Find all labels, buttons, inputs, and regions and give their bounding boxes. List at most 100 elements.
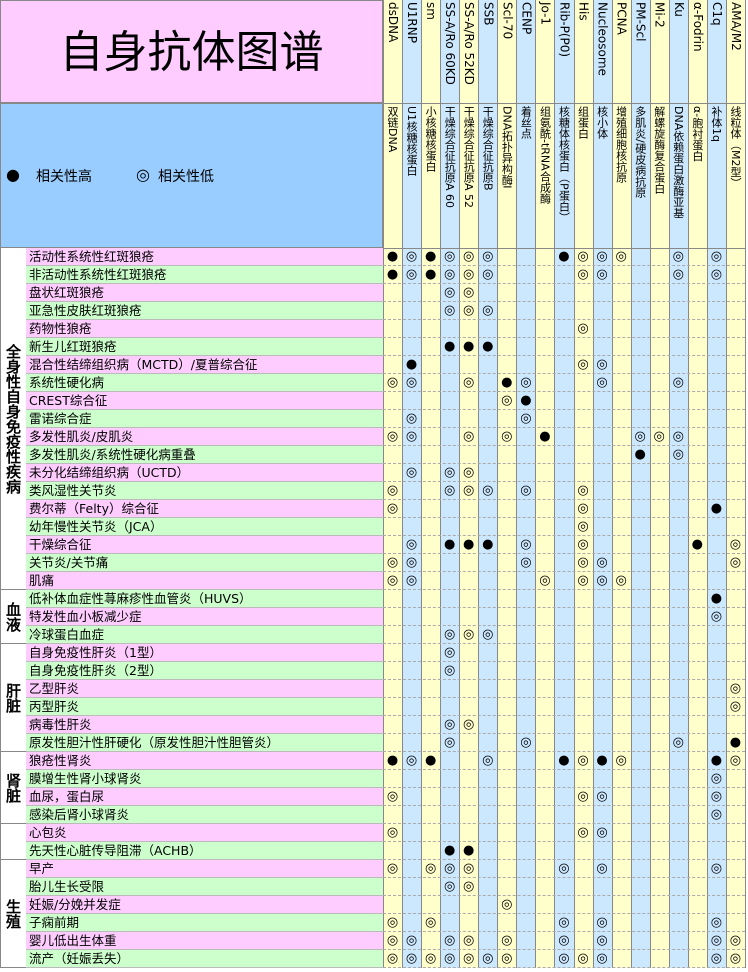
antibody-name: AMA/M2 <box>728 2 743 51</box>
mark: ◎ <box>443 627 456 642</box>
disease-name: 费尔蒂（Felty）综合征 <box>26 500 383 518</box>
antibody-description: 小核糖核蛋白 <box>424 106 438 172</box>
antibody-description: 干燥综合征抗原B <box>481 106 495 191</box>
mark: ◎ <box>482 951 494 966</box>
mark: ◎ <box>729 699 742 714</box>
mark: ◎ <box>501 897 513 912</box>
mark: ◎ <box>710 933 723 948</box>
antibody-description: 组蛋白 <box>576 106 590 139</box>
mark: ◎ <box>501 933 513 948</box>
mark: ◎ <box>386 915 399 930</box>
disease-name: 先天性心脏传导阻滞（ACHB） <box>26 842 383 860</box>
column-bg <box>554 0 574 968</box>
antibody-description: 着丝点 <box>519 106 533 139</box>
row-line <box>383 823 745 824</box>
antibody-name: SS-A/Ro 52KD <box>462 2 477 85</box>
mark: ◎ <box>596 915 608 930</box>
disease-name: 低补体血症性荨麻疹性血管炎（HUVS） <box>26 590 383 608</box>
mark: ◎ <box>463 267 475 282</box>
mark: ◎ <box>386 375 399 390</box>
antibody-description: 多肌炎/硬皮病抗原 <box>633 106 647 198</box>
mark: ◎ <box>729 681 742 696</box>
row-line <box>383 679 745 680</box>
row-line <box>383 337 745 338</box>
column-bg <box>668 0 689 968</box>
mark: ◎ <box>386 429 399 444</box>
mark: ◎ <box>405 555 418 570</box>
mark: ◎ <box>463 375 475 390</box>
header-line <box>383 103 745 104</box>
mark: ◎ <box>596 357 608 372</box>
mark: ● <box>463 339 475 354</box>
mark: ◎ <box>577 519 589 534</box>
mark: ● <box>443 843 456 858</box>
mark: ◎ <box>710 771 723 786</box>
mark: ◎ <box>520 555 532 570</box>
mark: ◎ <box>405 375 418 390</box>
mark: ◎ <box>443 933 456 948</box>
row-line <box>383 319 745 320</box>
legend <box>0 103 383 248</box>
row-line <box>383 301 745 302</box>
mark: ◎ <box>672 429 684 444</box>
header-line <box>383 248 745 249</box>
mark: ◎ <box>386 483 399 498</box>
antibody-description: 核小体 <box>595 106 609 139</box>
mark: ◎ <box>405 753 418 768</box>
mark: ◎ <box>634 429 646 444</box>
disease-name: 冷球蛋白血症 <box>26 626 383 644</box>
row-line <box>383 427 745 428</box>
mark: ◎ <box>501 393 513 408</box>
mark: ● <box>482 537 494 552</box>
antibody-name: His <box>576 2 591 21</box>
disease-name: 非活动性系统性红斑狼疮 <box>26 266 383 284</box>
mark: ◎ <box>405 573 418 588</box>
mark: ◎ <box>577 951 589 966</box>
legend-label: 相关性低 <box>158 169 214 185</box>
mark: ◎ <box>577 267 589 282</box>
antibody-description: 增殖细胞核抗原 <box>614 106 628 183</box>
group-label: 生殖 <box>4 899 22 929</box>
mark: ◎ <box>405 429 418 444</box>
group-cell <box>0 590 26 644</box>
antibody-name: Nucleosome <box>595 2 610 76</box>
mark: ◎ <box>596 789 608 804</box>
row-line <box>383 625 745 626</box>
disease-name: 狼疮性肾炎 <box>26 752 383 770</box>
disease-name: 丙型肝炎 <box>26 698 383 716</box>
mark: ◎ <box>596 573 608 588</box>
antibody-description: 核糖体核蛋白（P蛋白） <box>557 106 571 223</box>
mark: ● <box>386 249 399 264</box>
mark: ◎ <box>482 483 494 498</box>
group-cell <box>0 860 26 968</box>
mark: ◎ <box>558 933 570 948</box>
antibody-name: U1RNP <box>405 2 420 43</box>
mark: ◎ <box>729 555 742 570</box>
mark: ◎ <box>710 915 723 930</box>
mark: ● <box>539 429 551 444</box>
row-line <box>383 445 745 446</box>
mark: ◎ <box>558 915 570 930</box>
mark: ◎ <box>501 429 513 444</box>
mark: ◎ <box>463 465 475 480</box>
mark: ◎ <box>577 501 589 516</box>
mark: ◎ <box>443 663 456 678</box>
disease-name: 特发性血小板减少症 <box>26 608 383 626</box>
row-line <box>383 733 745 734</box>
mark: ● <box>463 537 475 552</box>
mark: ◎ <box>386 573 399 588</box>
antibody-description: U1核糖核蛋白 <box>405 106 419 177</box>
disease-name: 乙型肝炎 <box>26 680 383 698</box>
mark: ◎ <box>596 555 608 570</box>
mark: ◎ <box>729 951 742 966</box>
column-bg <box>497 0 517 968</box>
row-line <box>383 769 745 770</box>
mark: ◎ <box>482 249 494 264</box>
disease-name: 自身免疫性肝炎（1型） <box>26 644 383 662</box>
row-line <box>383 949 745 950</box>
antibody-name: PM-Scl <box>633 2 648 42</box>
mark: ◎ <box>539 573 551 588</box>
disease-name: 自身免疫性肝炎（2型） <box>26 662 383 680</box>
mark: ◎ <box>596 861 608 876</box>
row-line <box>383 697 745 698</box>
